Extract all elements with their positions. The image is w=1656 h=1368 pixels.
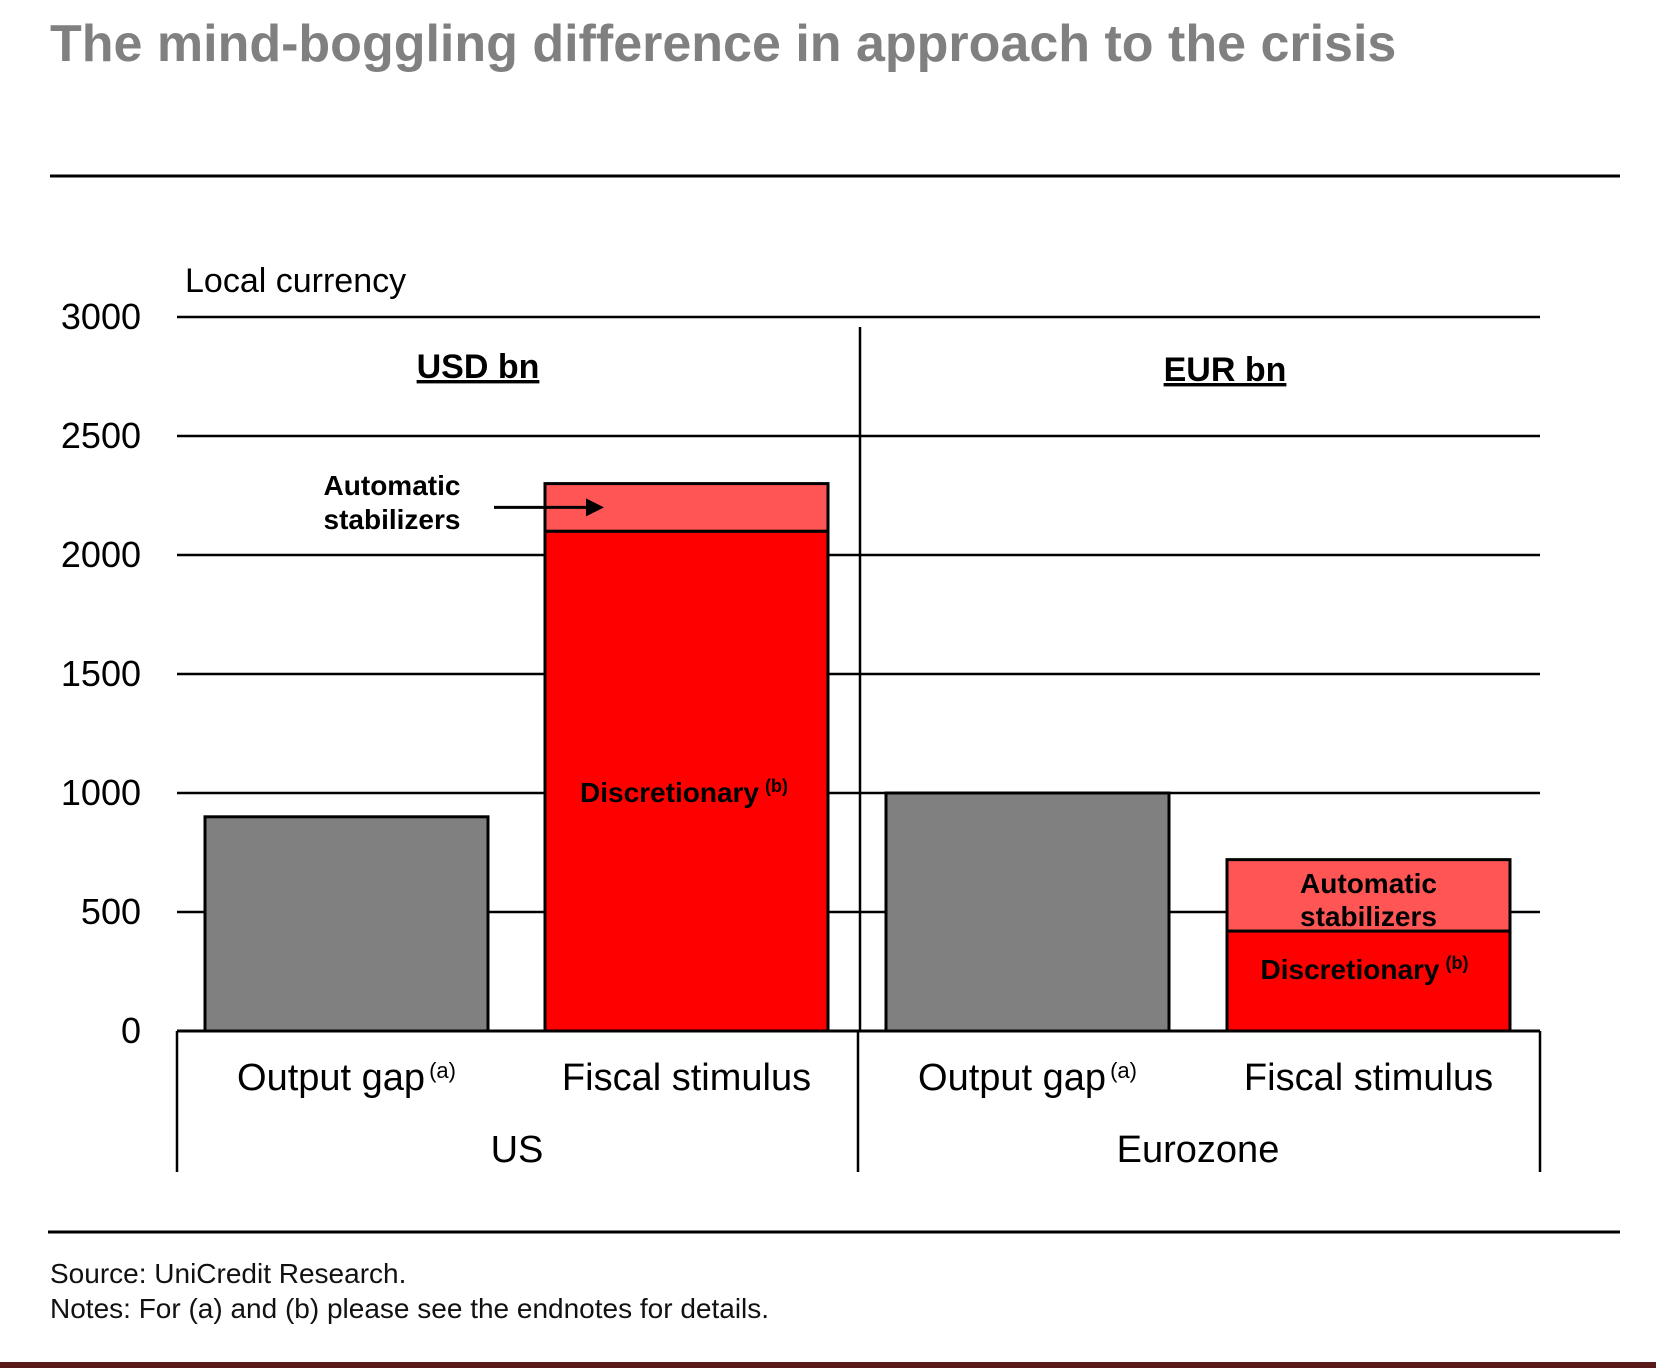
y-tick-label: 3000 (61, 296, 141, 337)
annotation-label: stabilizers (324, 504, 461, 535)
y-tick-label: 2000 (61, 534, 141, 575)
y-tick-label: 1000 (61, 772, 141, 813)
bottom-band (0, 1362, 1656, 1368)
x-category-label: Fiscal stimulus (562, 1057, 811, 1099)
x-category-label: Output gap (a) (237, 1057, 456, 1099)
annotation-label: Discretionary (b) (580, 776, 788, 808)
y-axis-label: Local currency (185, 262, 406, 300)
bar-segment-discretionary (543, 529, 830, 1033)
chart-title: The mind-boggling difference in approach… (50, 15, 1397, 73)
notes-text: Notes: For (a) and (b) please see the en… (50, 1293, 770, 1324)
bar-segment-automatic-stabilizers (1225, 858, 1512, 933)
y-tick-label: 2500 (61, 415, 141, 456)
x-category-label: Output gap (a) (918, 1057, 1137, 1099)
annotation-arrowhead (586, 498, 604, 517)
group-unit-label: EUR bn (1164, 351, 1287, 389)
annotation-label: Discretionary (b) (1261, 953, 1469, 985)
source-note: Source: UniCredit Research. (50, 1258, 407, 1289)
bar-output-gap (203, 815, 490, 1033)
x-group-label: Eurozone (1117, 1129, 1280, 1171)
x-category-label: Fiscal stimulus (1244, 1057, 1493, 1099)
x-group-label: US (491, 1129, 544, 1171)
annotation-label: stabilizers (1300, 901, 1437, 932)
bar-output-gap (884, 791, 1171, 1033)
y-tick-label: 500 (81, 891, 141, 932)
group-unit-label: USD bn (417, 348, 540, 386)
y-tick-label: 0 (121, 1010, 141, 1051)
annotation-label: Automatic (324, 470, 461, 501)
annotation-label: Automatic (1300, 868, 1437, 899)
y-tick-label: 1500 (61, 653, 141, 694)
